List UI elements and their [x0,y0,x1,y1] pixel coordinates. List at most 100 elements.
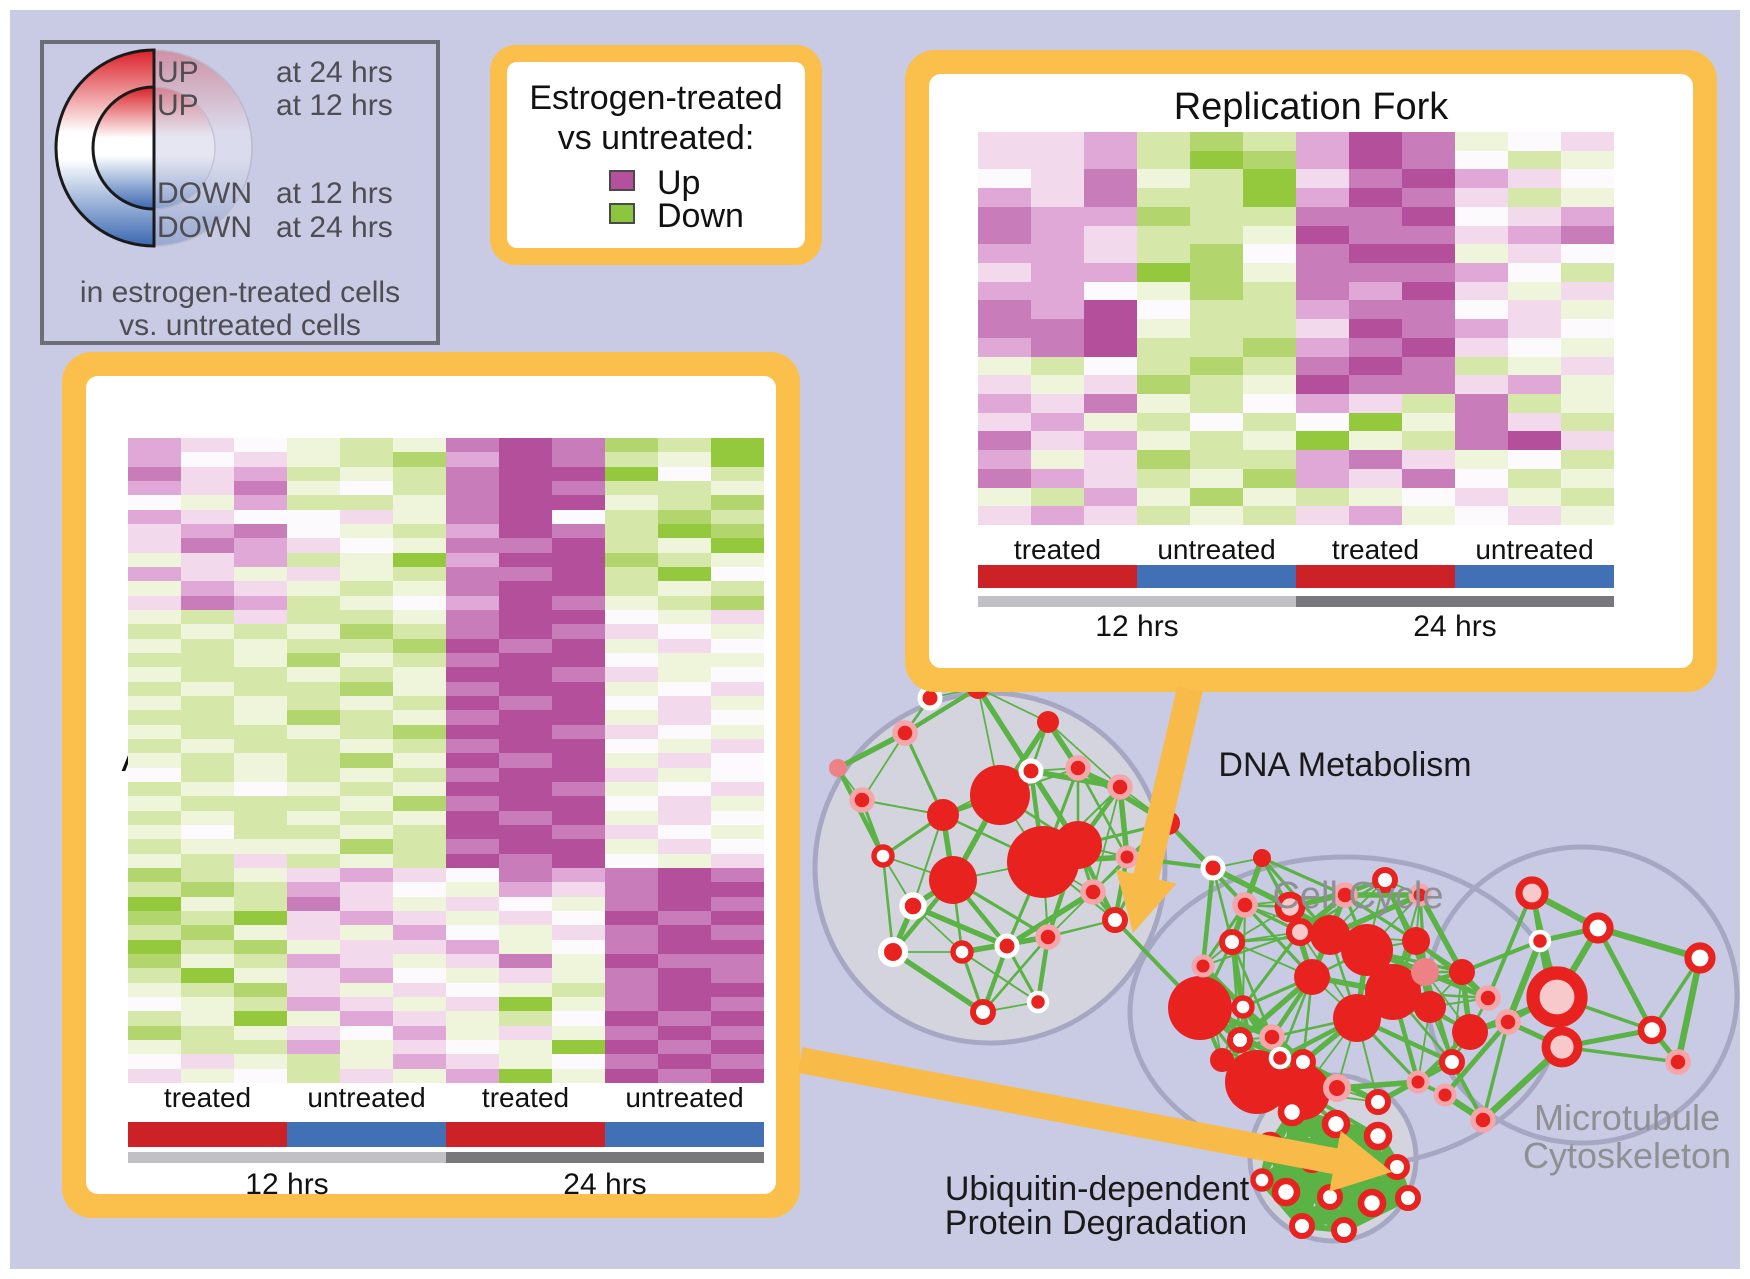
heatmap-cell [287,738,340,754]
heatmap-cell [1243,244,1296,263]
heatmap-cell [1031,244,1084,263]
heatmap-cell [287,552,340,567]
heatmap-cell [1190,225,1243,245]
heatmap-cell [393,509,446,524]
heatmap-cell [181,1025,234,1040]
heatmap-cell [658,667,711,682]
heatmap-cell [128,953,181,969]
heatmap-cell [1031,206,1084,226]
heatmap-cell [552,667,605,682]
replication-fork-panel-title: Replication Fork [1173,86,1449,128]
heatmap-cell [181,910,234,926]
heatmap-cell [658,796,711,811]
heatmap-cell [499,1068,552,1083]
heatmap-cell [499,581,552,596]
heatmap-cell [287,452,340,467]
heatmap-cell [128,839,181,854]
heatmap-cell [234,466,287,481]
heatmap-cell [499,839,552,854]
heatmap-cell [287,767,340,782]
heatmap-cell [340,724,393,739]
heatmap-cell [1349,506,1402,525]
heatmap-cell [605,523,658,539]
heatmap-cell [1137,450,1190,469]
heatmap-cell [1137,281,1190,301]
heatmap-cell [658,452,711,467]
heatmap-cell [605,867,658,883]
heatmap-cell [1402,262,1455,282]
heatmap-cell [1402,319,1455,338]
heatmap-cell [234,667,287,682]
heatmap-cell [1455,169,1508,189]
heatmap-cell [128,925,181,940]
heatmap-cell [340,695,393,711]
heatmap-cell [181,710,234,725]
heatmap-cell [978,393,1031,413]
color-scale-legend-art: UP at 24 hrs UP at 12 hrs DOWN at 12 hrs… [54,48,400,342]
heatmap-cell [234,724,287,739]
heatmap-cell [287,581,340,596]
heatmap-cell [287,566,340,582]
heatmap-cell [1031,431,1084,451]
heatmap-cell [234,896,287,911]
heatmap-cell [393,925,446,940]
heatmap-cell [605,853,658,868]
heatmap-cell [605,839,658,854]
heatmap-cell [1349,375,1402,394]
heatmap-cell [340,882,393,897]
heatmap-cell [446,767,499,782]
group-label-treated-2: treated [481,1082,570,1113]
heatmap-cell [605,695,658,711]
heatmap-cell [340,438,393,453]
heatmap-cell [393,939,446,954]
heatmap-cell [1402,337,1455,357]
heatmap-cell [1137,506,1190,525]
heatmap-cell [1561,206,1614,226]
heatmap-cell [1561,319,1614,338]
heatmap-cell [1349,188,1402,207]
heatmap-cell [1084,337,1137,357]
heatmap-cell [1349,319,1402,338]
heatmap-cell [234,710,287,725]
heatmap-cell [393,452,446,467]
heatmap-cell [393,1054,446,1069]
heatmap-cell [605,438,658,453]
heatmap-cell [128,896,181,911]
heatmap-cell [234,996,287,1012]
heatmap-cell [234,480,287,496]
heatmap-cell [181,638,234,653]
heatmap-cell [1190,150,1243,170]
heatmap-cell [978,225,1031,245]
heatmap-cell [1508,412,1561,432]
heatmap-cell [711,810,764,825]
heatmap-cell [1455,244,1508,263]
heatmap-cell [1402,169,1455,189]
heatmap-cell [340,824,393,840]
heatmap-cell [446,624,499,639]
heatmap-cell [1296,132,1349,151]
heatmap-cell [181,953,234,969]
heatmap-cell [552,710,605,725]
heatmap-cell [1402,150,1455,170]
heatmap-cell [1455,375,1508,394]
legend-item-down: Down [507,197,805,235]
heatmap-cell [181,896,234,911]
heatmap-cell [128,452,181,467]
heatmap-cell [605,710,658,725]
heatmap-cell [1508,319,1561,338]
heatmap-cell [711,982,764,997]
heatmap-cell [1243,281,1296,301]
heatmap-cell [181,466,234,481]
apc-group-labels: treated untreated treated untreated [128,1082,764,1114]
heatmap-cell [1455,506,1508,525]
heatmap-cell [1084,375,1137,394]
heatmap-cell [1031,169,1084,189]
heatmap-cell [978,431,1031,451]
heatmap-cell [658,523,711,539]
heatmap-cell [605,810,658,825]
heatmap-cell [446,1025,499,1040]
heatmap-cell [1031,225,1084,245]
heatmap-cell [1084,319,1137,338]
heatmap-cell [605,452,658,467]
heatmap-cell [605,667,658,682]
